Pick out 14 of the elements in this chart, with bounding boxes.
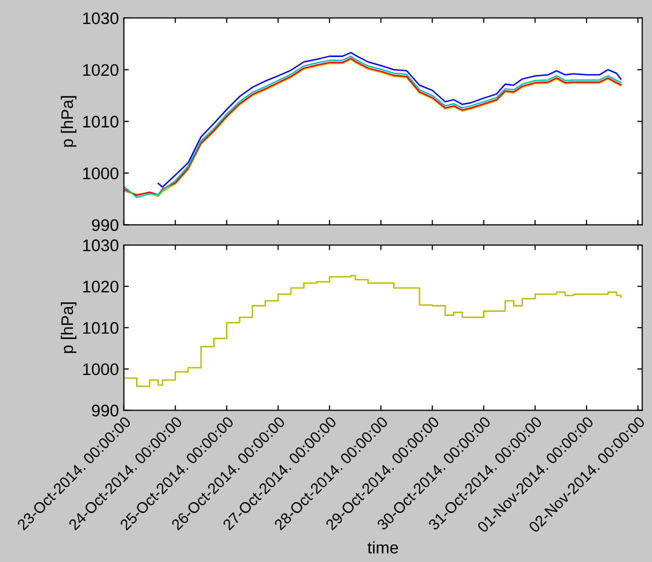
y-tick-label: 1020 xyxy=(83,280,118,293)
y-tick-label: 990 xyxy=(92,404,118,416)
x-axis-title: time xyxy=(368,541,398,554)
y-tick-label: 1010 xyxy=(83,116,118,128)
y-tick-label: 1030 xyxy=(83,12,118,24)
y-axis-title: p [hPa] xyxy=(60,96,76,147)
y-tick-label: 1010 xyxy=(83,322,118,334)
y-tick-label: 1000 xyxy=(83,167,118,180)
line-series xyxy=(157,52,622,188)
y-tick-label: 1030 xyxy=(83,239,118,252)
y-axis-title: p [hPa] xyxy=(60,302,76,353)
y-tick-label: 1000 xyxy=(83,363,118,376)
y-tick-label: 1020 xyxy=(83,64,118,76)
y-tick-label: 990 xyxy=(92,219,118,232)
